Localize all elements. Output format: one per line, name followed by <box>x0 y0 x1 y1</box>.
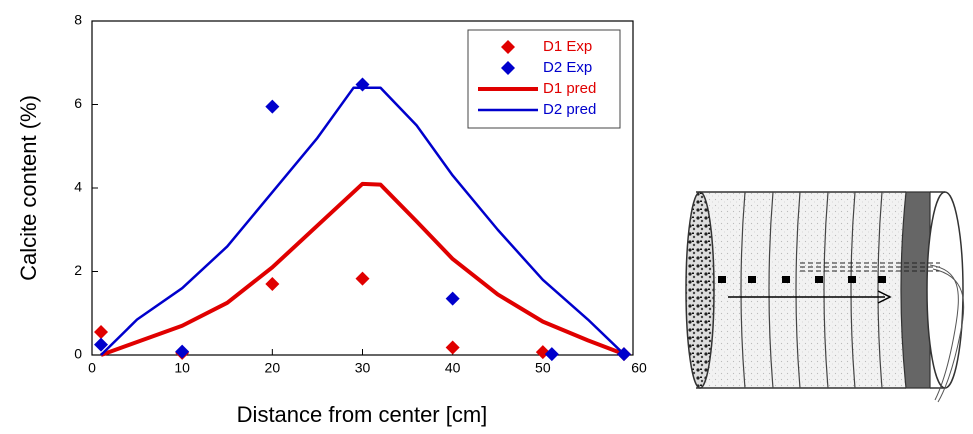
legend-label: D1 pred <box>543 80 596 97</box>
x-tick-label: 60 <box>631 360 647 376</box>
x-tick-label: 10 <box>174 360 190 376</box>
x-tick-label: 0 <box>88 360 96 376</box>
data-point <box>94 337 109 352</box>
data-point <box>265 277 280 292</box>
data-point <box>355 271 370 286</box>
data-point <box>94 325 109 340</box>
data-point <box>544 347 559 362</box>
data-point <box>616 347 631 362</box>
x-tick-label: 20 <box>265 360 281 376</box>
y-tick-label: 4 <box>74 179 82 195</box>
series-line <box>100 181 625 357</box>
data-point <box>445 340 460 355</box>
data-point <box>265 99 280 114</box>
legend-label: D2 Exp <box>543 59 592 76</box>
data-point <box>175 344 190 359</box>
data-point <box>355 77 370 92</box>
column-diagram <box>685 191 965 403</box>
x-tick-label: 40 <box>445 360 461 376</box>
legend-marker <box>501 40 515 54</box>
y-tick-label: 2 <box>74 262 82 278</box>
x-axis-label: Distance from center [cm] <box>237 402 488 427</box>
y-tick-label: 8 <box>74 12 82 28</box>
y-tick-label: 6 <box>74 95 82 111</box>
legend-label: D1 Exp <box>543 38 592 55</box>
legend-marker <box>501 61 515 75</box>
x-tick-label: 50 <box>535 360 551 376</box>
series-line <box>100 86 625 356</box>
legend-label: D2 pred <box>543 101 596 118</box>
legend-box <box>467 29 621 129</box>
y-tick-label: 0 <box>74 346 82 362</box>
y-axis-label: Calcite content (%) <box>16 95 41 281</box>
data-point <box>445 291 460 306</box>
x-tick-label: 30 <box>355 360 371 376</box>
